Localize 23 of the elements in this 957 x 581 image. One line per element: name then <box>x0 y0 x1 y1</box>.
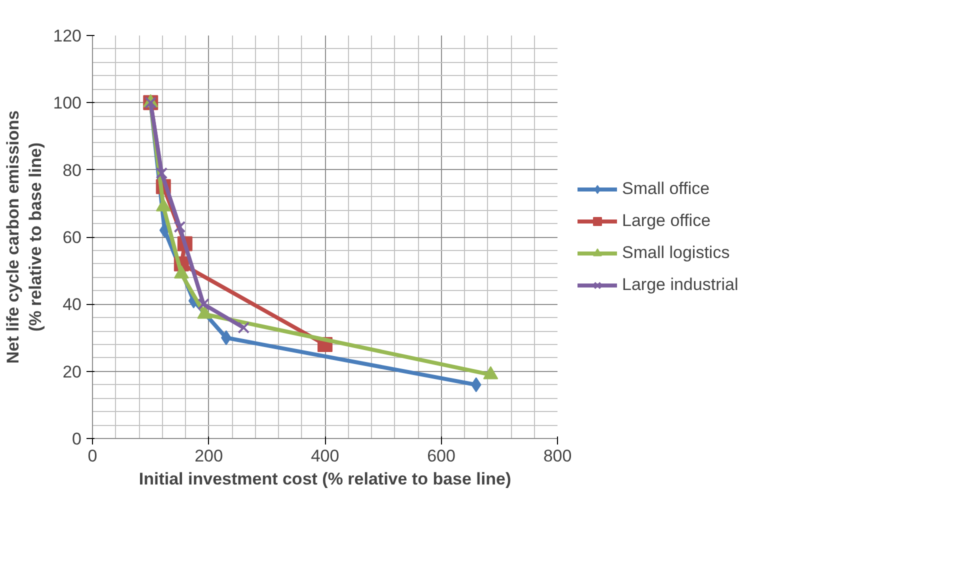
y-tick-label: 0 <box>72 430 82 448</box>
legend-label: Large office <box>622 210 711 230</box>
x-tick-label: 0 <box>88 446 98 466</box>
legend-label: Large industrial <box>622 274 738 294</box>
legend-label: Small logistics <box>622 242 730 262</box>
point <box>156 167 168 180</box>
y-tick-label: 120 <box>53 26 82 46</box>
x-tick-label: 400 <box>310 446 340 466</box>
legend-label: Small office <box>622 178 710 198</box>
y-tick-label: 60 <box>62 228 82 247</box>
x-tick-label: 800 <box>543 446 572 466</box>
y-axis-title: Net life cycle carbon emissions (% relative to base line) <box>3 110 46 364</box>
y-tick-label: 20 <box>62 362 82 382</box>
x-tick-label: 600 <box>427 446 456 466</box>
y-tick-label: 80 <box>62 160 82 180</box>
y-tick-label: 100 <box>53 94 82 113</box>
point <box>198 298 210 310</box>
y-tick-label: 40 <box>62 295 82 314</box>
x-axis-title: Initial investment cost (% relative to base line) <box>138 470 512 488</box>
point <box>470 377 482 392</box>
x-tick-label: 200 <box>194 446 223 466</box>
point <box>174 220 186 233</box>
point <box>238 322 250 334</box>
